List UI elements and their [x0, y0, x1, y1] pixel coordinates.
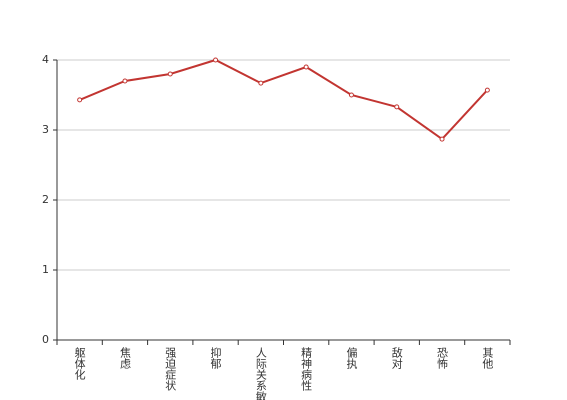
point: [303, 64, 309, 70]
point: [77, 97, 83, 103]
x-tick-label: 人际关系敏感: [254, 347, 267, 400]
y-tick-label: 4: [42, 53, 49, 66]
point: [213, 57, 219, 63]
x-tick-label: 敌对: [390, 346, 403, 369]
x-tick-label: 精神病性: [300, 347, 313, 392]
point: [439, 136, 445, 142]
y-tick-label: 1: [42, 263, 49, 276]
x-tick-label: 抑郁: [209, 346, 222, 369]
y-tick-label: 2: [42, 193, 49, 206]
point: [484, 87, 490, 93]
x-tick-label: 焦虑: [118, 347, 131, 369]
x-tick-label: 其他: [481, 347, 494, 369]
line: [79, 58, 489, 141]
x-tick-label: 躯体化: [73, 347, 86, 381]
point: [348, 92, 354, 98]
x-tick-label: 偏执: [345, 346, 358, 370]
point: [167, 71, 173, 77]
y-tick-label: 3: [42, 123, 49, 136]
point: [122, 78, 128, 84]
x-tick-label: 强迫症状: [164, 347, 177, 391]
x-tick-label: 恐怖: [436, 347, 449, 369]
point: [258, 80, 264, 86]
y-tick-label: 0: [42, 333, 49, 346]
point: [394, 104, 400, 110]
